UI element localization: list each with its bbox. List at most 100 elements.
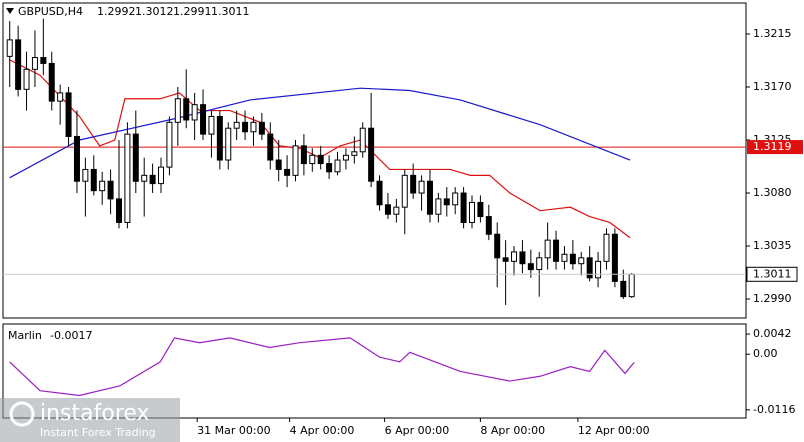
candle-body [183,98,190,121]
indicator-name: Marlin [8,329,42,342]
x-tick-label: 4 Apr 00:00 [290,424,355,437]
ohlc-close: 1.3011 [211,5,250,18]
candle-body [426,180,433,215]
candle-body [216,115,223,161]
candle-body [410,174,417,194]
candle-body [351,151,358,156]
candle-body [90,168,97,192]
candle-body [569,253,576,265]
candle-body [124,133,131,223]
candle-body [326,163,333,173]
candle-body [107,180,114,200]
candle-body [561,253,568,262]
candle-body [586,257,593,279]
candle-body [275,159,282,170]
candle-body [603,233,610,262]
symbol: GBPUSD,H4 [18,5,83,18]
candle-body [527,263,534,271]
candle-body [57,92,64,102]
candle-body [132,133,139,182]
candle-body [477,201,484,218]
candle-body [384,204,391,215]
candle-body [200,104,207,135]
candle-body [208,115,215,135]
x-tick-label: 31 Mar 00:00 [197,424,270,437]
candle-body [342,154,349,161]
candle-body [23,68,30,90]
candle-body [519,251,526,265]
candle-body [6,39,13,57]
candle-body [418,180,425,194]
price-label: 1.3011 [753,267,792,280]
y-tick-label: 0.00 [753,347,778,360]
candle-body [166,121,173,168]
candle-body [443,198,450,206]
candle-body [401,174,408,208]
level-label: 1.3119 [753,140,792,153]
candle-body [31,57,38,70]
candle-body [334,159,341,173]
candle-body [15,39,22,90]
candle-body [40,57,47,64]
candle-body [174,98,181,123]
candle-body [99,180,106,192]
y-tick-label: 0.0042 [753,327,792,340]
candle-body [485,216,492,235]
ohlc-low: 1.2991 [173,5,212,18]
candle-body [284,168,291,176]
candle-body [242,121,249,133]
candle-body [393,206,400,215]
candle-body [317,154,324,165]
candle-body [158,166,165,185]
ohlc-high: 1.3012 [135,5,174,18]
candle-body [620,280,627,298]
candle-body [511,251,518,262]
candle-body [468,201,475,223]
x-tick-label: 8 Apr 00:00 [480,424,545,437]
candle-body [250,121,257,133]
candle-body [233,121,240,129]
candle-body [368,127,375,182]
candle-body [359,127,366,153]
main-panel [2,2,747,319]
candle-body [544,239,551,259]
candle-body [141,174,148,182]
level-label-box [747,140,803,155]
candle-body [225,127,232,161]
y-tick-label: 1.3215 [753,27,792,40]
candle-body [258,121,265,135]
menu-arrow [6,8,14,14]
logo-icon [9,401,35,427]
y-tick-label: 1.2990 [753,292,792,305]
logo-text: instaforex [40,401,150,426]
candle-body [460,192,467,223]
y-tick-label: 1.3170 [753,80,792,93]
y-tick-label: 1.3035 [753,239,792,252]
indicator-value: -0.0017 [50,329,92,342]
x-tick-label: 6 Apr 00:00 [385,424,450,437]
candle-body [578,257,585,265]
candle-body [115,198,122,223]
candle-body [595,260,602,279]
candle-body [553,239,560,262]
candle-body [628,273,635,298]
candle-body [191,104,198,121]
candle-body [48,62,55,102]
sub-panel [2,323,747,419]
candle-body [611,233,618,282]
y-tick-label: -0.0116 [753,403,795,416]
candle-body [73,135,80,182]
candle-body [149,174,156,185]
y-tick-label: 1.3080 [753,186,792,199]
candle-body [300,145,307,165]
candle-body [65,92,72,137]
candle-body [452,192,459,206]
indicator-line [9,337,635,397]
candle-body [536,257,543,271]
candle-body [376,180,383,206]
ohlc-open: 1.2992 [97,5,136,18]
candle-body [82,168,89,182]
indicator-line [9,87,631,179]
